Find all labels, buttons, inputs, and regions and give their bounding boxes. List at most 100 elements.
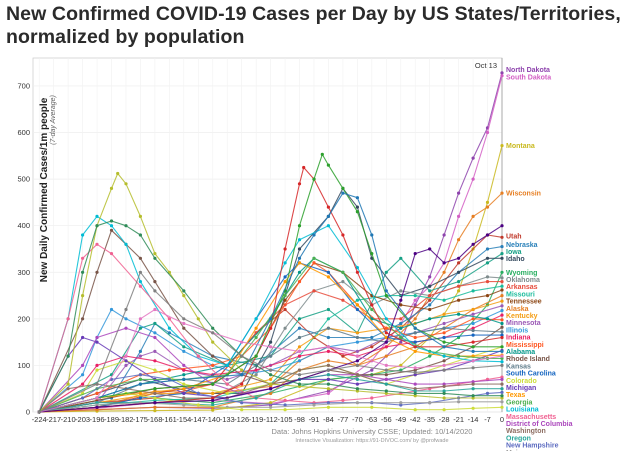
x-tick-label: -98 [294,415,305,424]
series-label: Colorado [506,378,537,385]
data-point [240,401,244,405]
data-point [254,368,258,372]
x-tick-label: -84 [323,415,334,424]
data-point [326,224,330,228]
data-point [341,298,345,302]
data-point [485,280,490,284]
data-point [211,408,215,412]
data-point [297,335,302,340]
data-point [182,294,186,298]
data-point [500,224,504,228]
series-label: Michigan [506,385,536,392]
data-point [399,335,403,340]
data-point [167,368,171,372]
data-point [138,214,142,218]
data-point [442,391,446,395]
data-point [399,321,403,326]
data-point [254,354,258,358]
data-point [384,317,388,321]
series-label: Texas [506,392,525,399]
data-point [225,382,229,386]
y-axis-sublabel: (7-day Average) [50,95,57,145]
data-point [471,156,475,160]
data-point [182,363,186,367]
data-point [254,326,258,330]
data-point [442,363,446,367]
data-point [370,303,374,307]
data-point [442,382,446,386]
data-point [442,389,446,393]
series-label: Idaho [506,256,525,263]
data-point [182,349,186,353]
x-tick-label: -28 [439,415,450,424]
data-point [384,331,388,335]
data-point [297,354,302,358]
data-point [355,373,359,377]
series-label: Oregon [506,435,531,442]
x-tick-label: 0 [500,415,504,424]
data-point [500,382,504,386]
x-tick-label: -91 [309,415,320,424]
y-tick-label: 100 [17,361,30,370]
data-point [442,261,446,265]
data-point [326,270,330,274]
data-point [297,326,302,330]
series-label: Illinois [506,327,528,334]
data-point [500,71,504,75]
data-point [153,359,157,363]
data-point [384,345,388,349]
series-label: Massachusetts [506,414,556,421]
data-point [341,354,345,358]
data-point [355,377,359,381]
y-tick-label: 300 [17,268,30,277]
data-point [485,200,490,204]
data-point [384,382,388,386]
data-point [384,377,388,381]
data-point [485,247,490,251]
data-point [124,363,128,367]
data-point [413,340,417,344]
data-point [428,303,432,307]
data-point [95,224,99,228]
data-point [95,382,99,386]
data-point [66,382,70,386]
data-point [442,345,446,349]
data-point [471,340,475,344]
series-line [39,153,502,413]
data-point [182,373,186,377]
data-point [153,349,157,353]
x-tick-label: -70 [352,415,363,424]
data-point [471,345,475,349]
data-point [500,276,504,280]
data-point [471,333,475,337]
plot-area [32,57,503,413]
data-point [138,382,142,386]
data-point [124,354,128,358]
data-point [283,261,287,265]
x-tick-label: -210 [61,415,76,424]
data-point [124,242,128,246]
series-label: Arkansas [506,284,538,291]
data-point [442,233,446,237]
data-point [153,280,157,284]
data-point [95,214,99,218]
data-point [442,359,446,363]
data-point [297,317,302,321]
data-point [485,256,490,260]
y-tick-label: 200 [17,314,30,323]
data-point [413,366,417,370]
data-point [442,368,446,372]
data-point [269,387,273,391]
data-point [355,354,359,358]
data-point [153,289,157,293]
data-point [95,396,99,400]
data-point [428,298,432,302]
data-point [413,394,417,398]
data-point [355,270,359,274]
data-point [326,363,330,367]
data-point [211,398,215,402]
data-point [297,345,302,349]
data-point [413,370,417,374]
data-point [138,284,142,288]
x-tick-label: -168 [147,415,162,424]
